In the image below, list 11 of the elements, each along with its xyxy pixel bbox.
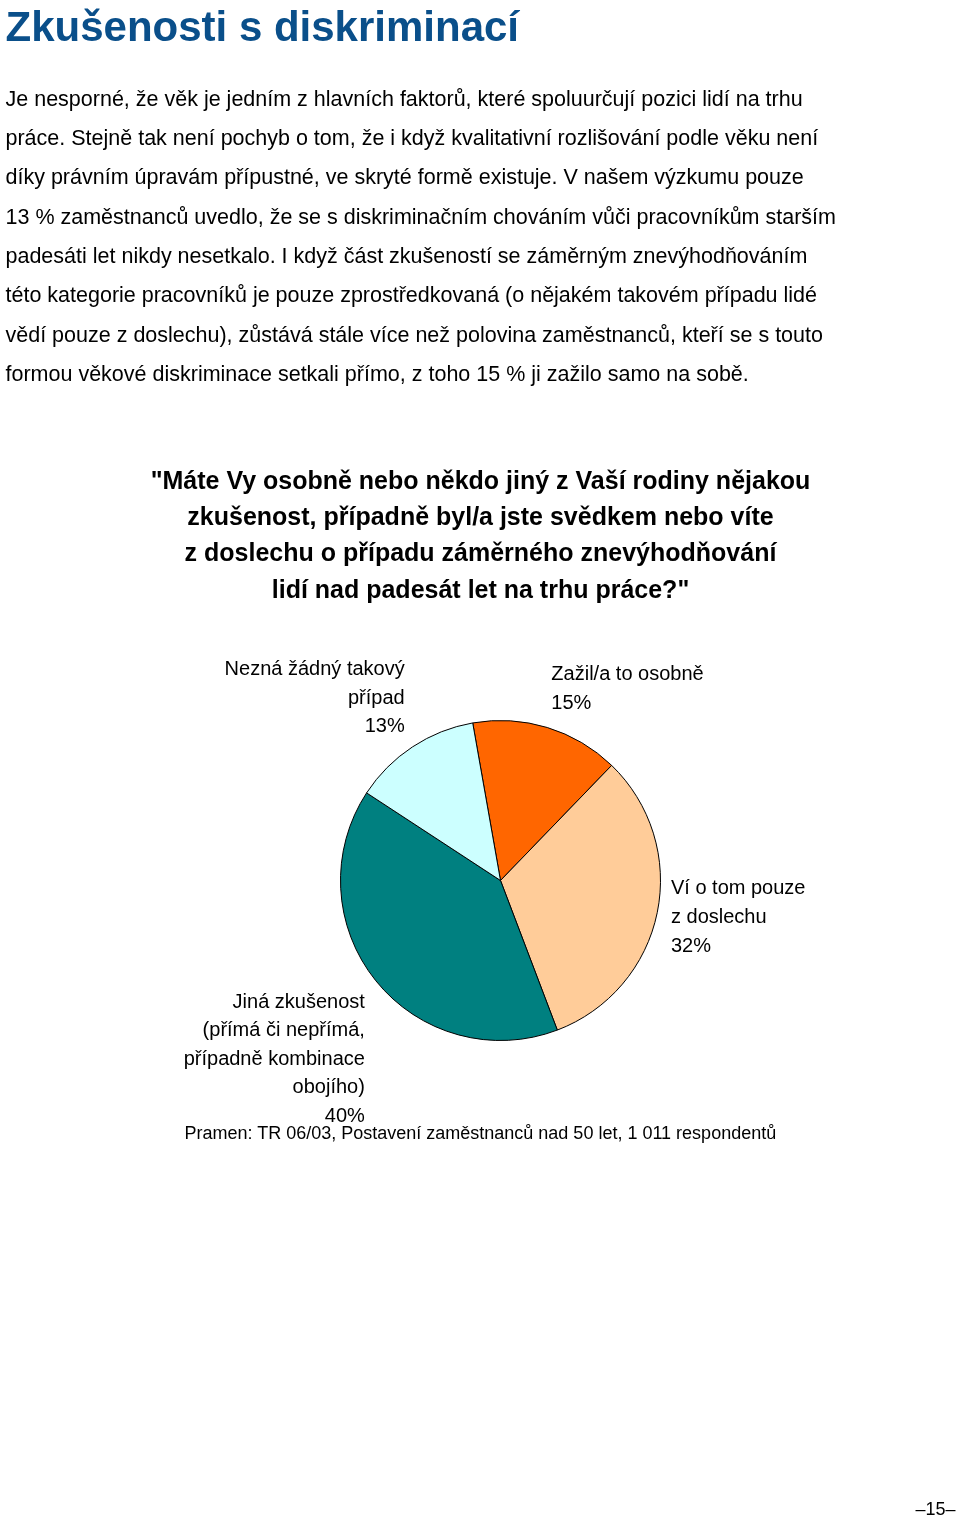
slice-label: Zažil/a to osobně [551,662,704,685]
text: –15– [915,1498,956,1519]
chart-subtitle: "Máte Vy osobně nebo někdo jiný z Vaší rodiny nějakou zkušenost, případně byl/a jste svědkem nebo víte z doslechu o případu záměrného znevýhodňování lidí nad padesát let na trhu práce?" [150,465,811,603]
text: Je nesporné, že věk je jedním z hlavních faktorů, které spoluurčují pozici lidí na trhu práce. Stejně tak není pochyb o tom, že i když kvalitativní rozlišování podle věku není díky právním úpravám přípustné, ve skryté formě existuje. V našem výzkumu pouze 13 % zaměstnanců uvedlo, že se s diskriminačním chováním vůči pracovníkům starším padesáti let nikdy nesetkalo. I když část zkušeností se záměrným znevýhodňováním této kategorie pracovníků je pouze zprostředkovaná (o nějakém takovém případu lidé vědí pouze z doslechu), zůstává stále více než polovina zaměstnanců, kteří se s touto formou věkové diskriminace setkali přímo, z toho 15 % ji zažilo samo na sobě. [5,86,836,387]
slice-label: Nezná žádný takový případ [224,657,405,708]
data-label: 15% [551,690,592,713]
slice-label: Jiná zkušenost (přímá či nepřímá, případně kombinace obojího) [183,989,366,1098]
data-label: 13% [364,714,405,737]
chart-title: Zkušenosti s diskriminací [5,2,521,50]
data-label: 32% [670,933,712,956]
slice-label: Ví o tom pouze z doslechu [670,876,806,928]
